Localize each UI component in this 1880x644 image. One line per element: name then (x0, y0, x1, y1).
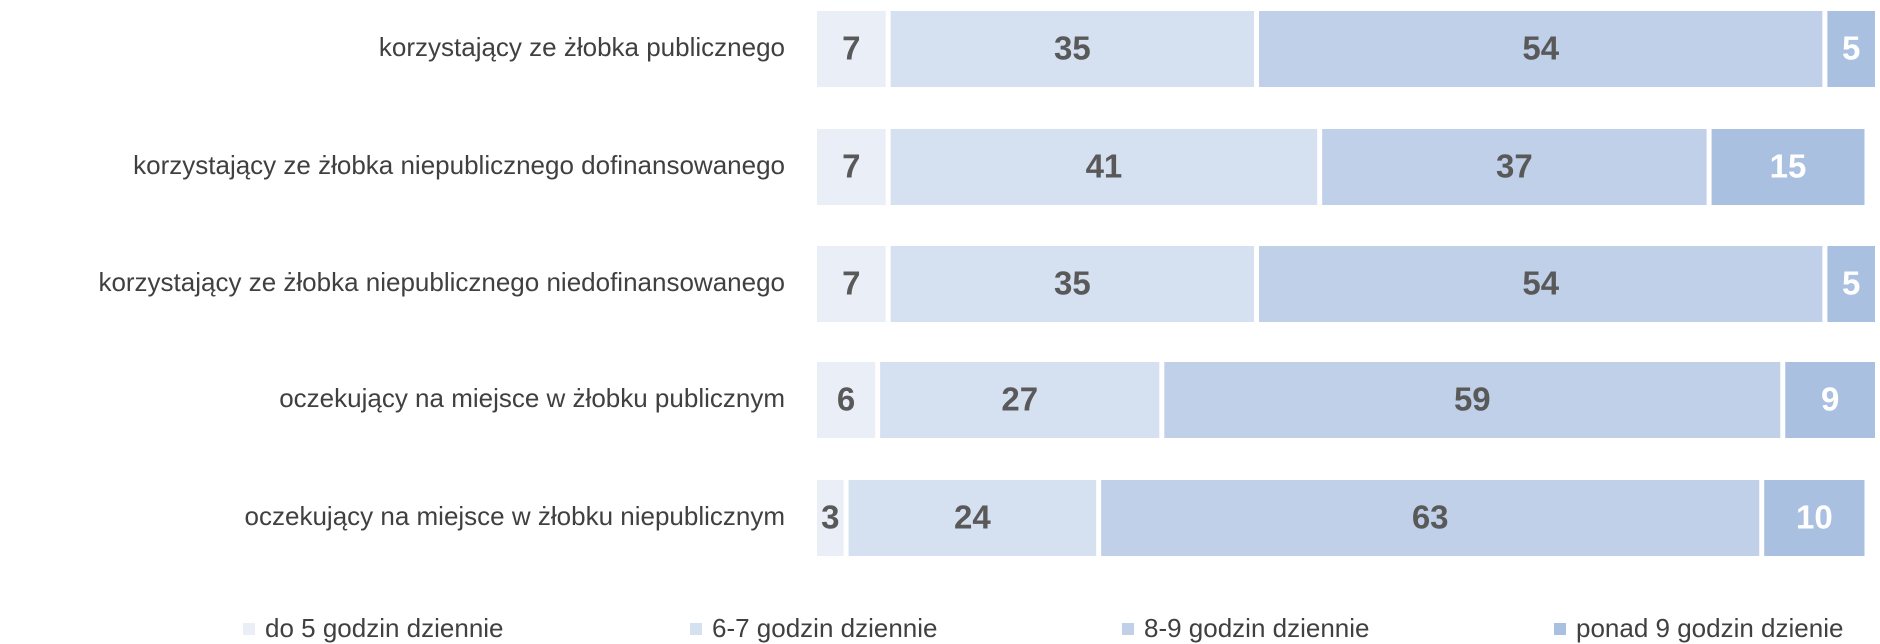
category-label: korzystający ze żłobka niepublicznego do… (133, 150, 785, 180)
value-label: 59 (1454, 381, 1491, 418)
legend-swatch (1122, 623, 1134, 635)
value-label: 54 (1522, 265, 1559, 302)
value-label: 37 (1496, 148, 1533, 185)
bar-segment (848, 480, 1097, 556)
bar-segment (1785, 362, 1875, 438)
value-label: 24 (954, 499, 991, 536)
legend-label: 8-9 godzin dziennie (1144, 613, 1370, 643)
value-label: 5 (1842, 265, 1860, 302)
bar-segment (1259, 11, 1823, 87)
value-label: 41 (1086, 148, 1123, 185)
value-label: 35 (1054, 30, 1091, 67)
category-label: korzystający ze żłobka publicznego (379, 32, 785, 62)
value-label: 15 (1770, 148, 1807, 185)
value-label: 63 (1412, 499, 1449, 536)
legend-label: ponad 9 godzin dzienie (1576, 613, 1843, 643)
value-label: 35 (1054, 265, 1091, 302)
bar-segment (890, 129, 1318, 205)
bar-segment (817, 362, 876, 438)
value-label: 6 (837, 381, 855, 418)
legend-swatch (243, 623, 255, 635)
bar-segment (817, 246, 886, 322)
value-label: 7 (842, 265, 860, 302)
value-label: 54 (1522, 30, 1559, 67)
bar-segment (817, 480, 844, 556)
bar-segment (1101, 480, 1760, 556)
bar-segment (1711, 129, 1865, 205)
bar-segment (1322, 129, 1707, 205)
value-label: 9 (1821, 381, 1839, 418)
bar-segment (880, 362, 1160, 438)
bar-segment (890, 246, 1255, 322)
category-label: korzystający ze żłobka niepublicznego ni… (98, 267, 785, 297)
legend-label: 6-7 godzin dziennie (712, 613, 938, 643)
bar-segment (817, 129, 886, 205)
legend-swatch (690, 623, 702, 635)
bar-segment (1164, 362, 1781, 438)
bar-segment (1827, 11, 1875, 87)
bar-segment (890, 11, 1255, 87)
bar-segment (1259, 246, 1823, 322)
value-label: 5 (1842, 30, 1860, 67)
bar-segment (817, 11, 886, 87)
bar-segment (1827, 246, 1875, 322)
legend-label: do 5 godzin dziennie (265, 613, 504, 643)
value-label: 7 (842, 148, 860, 185)
value-label: 7 (842, 30, 860, 67)
value-label: 27 (1001, 381, 1038, 418)
category-label: oczekujący na miejsce w żłobku niepublic… (245, 501, 785, 531)
value-label: 10 (1796, 499, 1833, 536)
bar-segment (1764, 480, 1865, 556)
value-label: 3 (821, 499, 839, 536)
category-label: oczekujący na miejsce w żłobku publiczny… (279, 383, 785, 413)
legend-swatch (1554, 623, 1566, 635)
